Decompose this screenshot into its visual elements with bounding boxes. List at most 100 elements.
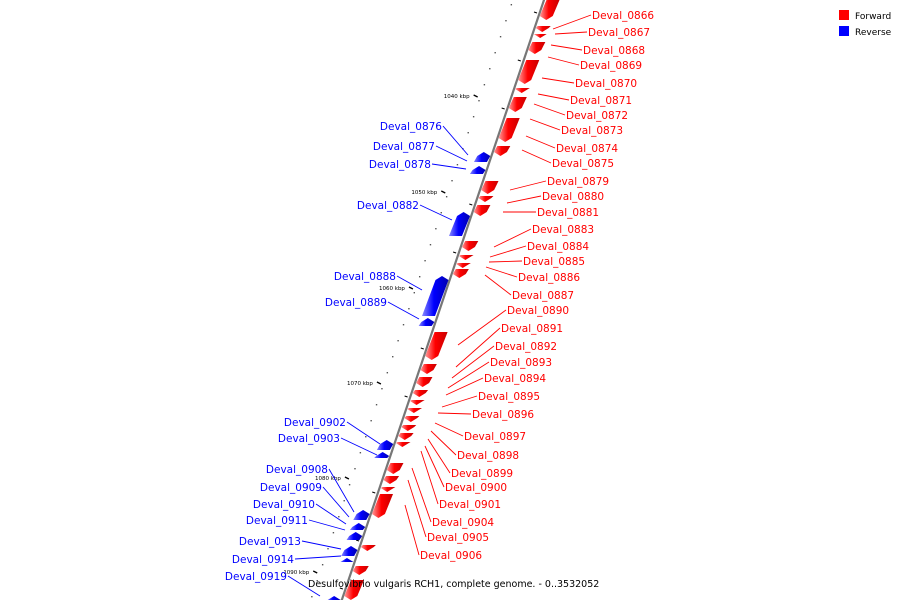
reverse-gene-label[interactable]: Deval_0876 xyxy=(380,121,442,133)
forward-gene-block[interactable] xyxy=(344,580,365,600)
forward-gene-block[interactable] xyxy=(371,494,394,518)
reverse-gene-block[interactable] xyxy=(418,318,435,326)
forward-gene-block[interactable] xyxy=(407,408,423,413)
forward-gene-label[interactable]: Deval_0894 xyxy=(484,373,546,385)
forward-gene-label[interactable]: Deval_0885 xyxy=(523,256,585,268)
reverse-gene-block[interactable] xyxy=(326,596,341,600)
reverse-gene-label[interactable]: Deval_0903 xyxy=(278,433,340,445)
ring-dot xyxy=(429,244,432,246)
forward-gene-label[interactable]: Deval_0884 xyxy=(527,241,589,253)
forward-leader-line xyxy=(445,377,484,396)
forward-gene-block[interactable] xyxy=(461,241,479,251)
reverse-gene-label[interactable]: Deval_0889 xyxy=(325,297,387,309)
ring-dot xyxy=(451,180,453,182)
reverse-gene-label[interactable]: Deval_0913 xyxy=(239,536,301,548)
forward-gene-block[interactable] xyxy=(493,146,511,156)
reverse-gene-block[interactable] xyxy=(469,166,486,174)
reverse-gene-label[interactable]: Deval_0878 xyxy=(369,159,431,171)
forward-gene-block[interactable] xyxy=(508,97,527,112)
forward-gene-label[interactable]: Deval_0891 xyxy=(501,323,563,335)
reverse-gene-block[interactable] xyxy=(341,546,358,556)
forward-gene-block[interactable] xyxy=(416,377,433,387)
forward-gene-label[interactable]: Deval_0898 xyxy=(457,450,519,462)
forward-gene-label[interactable]: Deval_0886 xyxy=(518,272,580,284)
forward-gene-label[interactable]: Deval_0875 xyxy=(552,158,614,170)
forward-gene-block[interactable] xyxy=(352,566,369,575)
forward-gene-block[interactable] xyxy=(425,332,448,360)
forward-gene-block[interactable] xyxy=(452,269,469,278)
reverse-gene-block[interactable] xyxy=(448,212,471,236)
forward-gene-block[interactable] xyxy=(473,205,491,216)
forward-gene-label[interactable]: Deval_0899 xyxy=(451,468,513,480)
forward-gene-label[interactable]: Deval_0897 xyxy=(464,431,526,443)
forward-gene-block[interactable] xyxy=(380,487,396,492)
forward-gene-label[interactable]: Deval_0904 xyxy=(432,517,494,529)
forward-gene-block[interactable] xyxy=(528,42,546,54)
reverse-gene-label[interactable]: Deval_0888 xyxy=(334,271,396,283)
forward-gene-block[interactable] xyxy=(515,88,530,93)
forward-gene-label[interactable]: Deval_0896 xyxy=(472,409,534,421)
reverse-gene-block[interactable] xyxy=(473,152,491,162)
forward-gene-block[interactable] xyxy=(481,181,499,194)
forward-gene-label[interactable]: Deval_0868 xyxy=(583,45,645,57)
forward-gene-block[interactable] xyxy=(498,118,520,142)
forward-gene-block[interactable] xyxy=(360,545,376,551)
forward-gene-block[interactable] xyxy=(539,0,560,20)
forward-gene-label[interactable]: Deval_0872 xyxy=(566,110,628,122)
forward-gene-label[interactable]: Deval_0905 xyxy=(427,532,489,544)
forward-gene-block[interactable] xyxy=(383,476,400,484)
forward-gene-block[interactable] xyxy=(386,463,404,474)
forward-gene-label[interactable]: Deval_0901 xyxy=(439,499,501,511)
forward-gene-label[interactable]: Deval_0890 xyxy=(507,305,569,317)
reverse-gene-label[interactable]: Deval_0919 xyxy=(225,571,287,583)
reverse-gene-label[interactable]: Deval_0911 xyxy=(246,515,308,527)
forward-gene-block[interactable] xyxy=(401,425,417,431)
legend-reverse-swatch xyxy=(839,26,849,36)
forward-gene-label[interactable]: Deval_0873 xyxy=(561,125,623,137)
reverse-gene-block[interactable] xyxy=(376,440,394,450)
reverse-gene-label[interactable]: Deval_0902 xyxy=(284,417,346,429)
forward-gene-block[interactable] xyxy=(535,26,551,32)
forward-gene-block[interactable] xyxy=(478,196,494,202)
forward-gene-label[interactable]: Deval_0900 xyxy=(445,482,507,494)
legend: Forward Reverse xyxy=(839,10,892,38)
forward-gene-block[interactable] xyxy=(398,433,414,440)
forward-gene-label[interactable]: Deval_0874 xyxy=(556,143,618,155)
forward-gene-label[interactable]: Deval_0895 xyxy=(478,391,540,403)
forward-gene-label[interactable]: Deval_0871 xyxy=(570,95,632,107)
forward-gene-block[interactable] xyxy=(410,400,425,405)
forward-gene-block[interactable] xyxy=(395,442,411,447)
reverse-gene-block[interactable] xyxy=(349,523,366,530)
forward-gene-block[interactable] xyxy=(412,390,429,397)
forward-gene-block[interactable] xyxy=(404,416,420,422)
forward-gene-block[interactable] xyxy=(456,263,471,268)
forward-gene-label[interactable]: Deval_0870 xyxy=(575,78,637,90)
reverse-gene-label[interactable]: Deval_0908 xyxy=(266,464,328,476)
reverse-gene-block[interactable] xyxy=(422,276,449,316)
forward-gene-block[interactable] xyxy=(458,255,474,260)
reverse-gene-block[interactable] xyxy=(353,510,370,520)
forward-gene-label[interactable]: Deval_0906 xyxy=(420,550,482,562)
forward-gene-label[interactable]: Deval_0892 xyxy=(495,341,557,353)
reverse-gene-block[interactable] xyxy=(346,532,363,540)
forward-gene-label[interactable]: Deval_0869 xyxy=(580,60,642,72)
forward-gene-block[interactable] xyxy=(533,34,549,38)
forward-gene-label[interactable]: Deval_0887 xyxy=(512,290,574,302)
reverse-gene-block[interactable] xyxy=(374,452,390,458)
reverse-gene-label[interactable]: Deval_0910 xyxy=(253,499,315,511)
reverse-gene-label[interactable]: Deval_0909 xyxy=(260,482,322,494)
reverse-gene-label[interactable]: Deval_0877 xyxy=(373,141,435,153)
reverse-gene-label[interactable]: Deval_0882 xyxy=(357,200,419,212)
forward-gene-label[interactable]: Deval_0879 xyxy=(547,176,609,188)
forward-gene-block[interactable] xyxy=(518,60,540,84)
scale-tick xyxy=(376,381,382,385)
forward-gene-label[interactable]: Deval_0893 xyxy=(490,357,552,369)
forward-gene-label[interactable]: Deval_0881 xyxy=(537,207,599,219)
forward-gene-label[interactable]: Deval_0866 xyxy=(592,10,654,22)
reverse-gene-label[interactable]: Deval_0914 xyxy=(232,554,294,566)
reverse-gene-block[interactable] xyxy=(339,558,354,562)
forward-gene-block[interactable] xyxy=(420,364,437,374)
forward-gene-label[interactable]: Deval_0867 xyxy=(588,27,650,39)
forward-gene-label[interactable]: Deval_0883 xyxy=(532,224,594,236)
forward-gene-label[interactable]: Deval_0880 xyxy=(542,191,604,203)
